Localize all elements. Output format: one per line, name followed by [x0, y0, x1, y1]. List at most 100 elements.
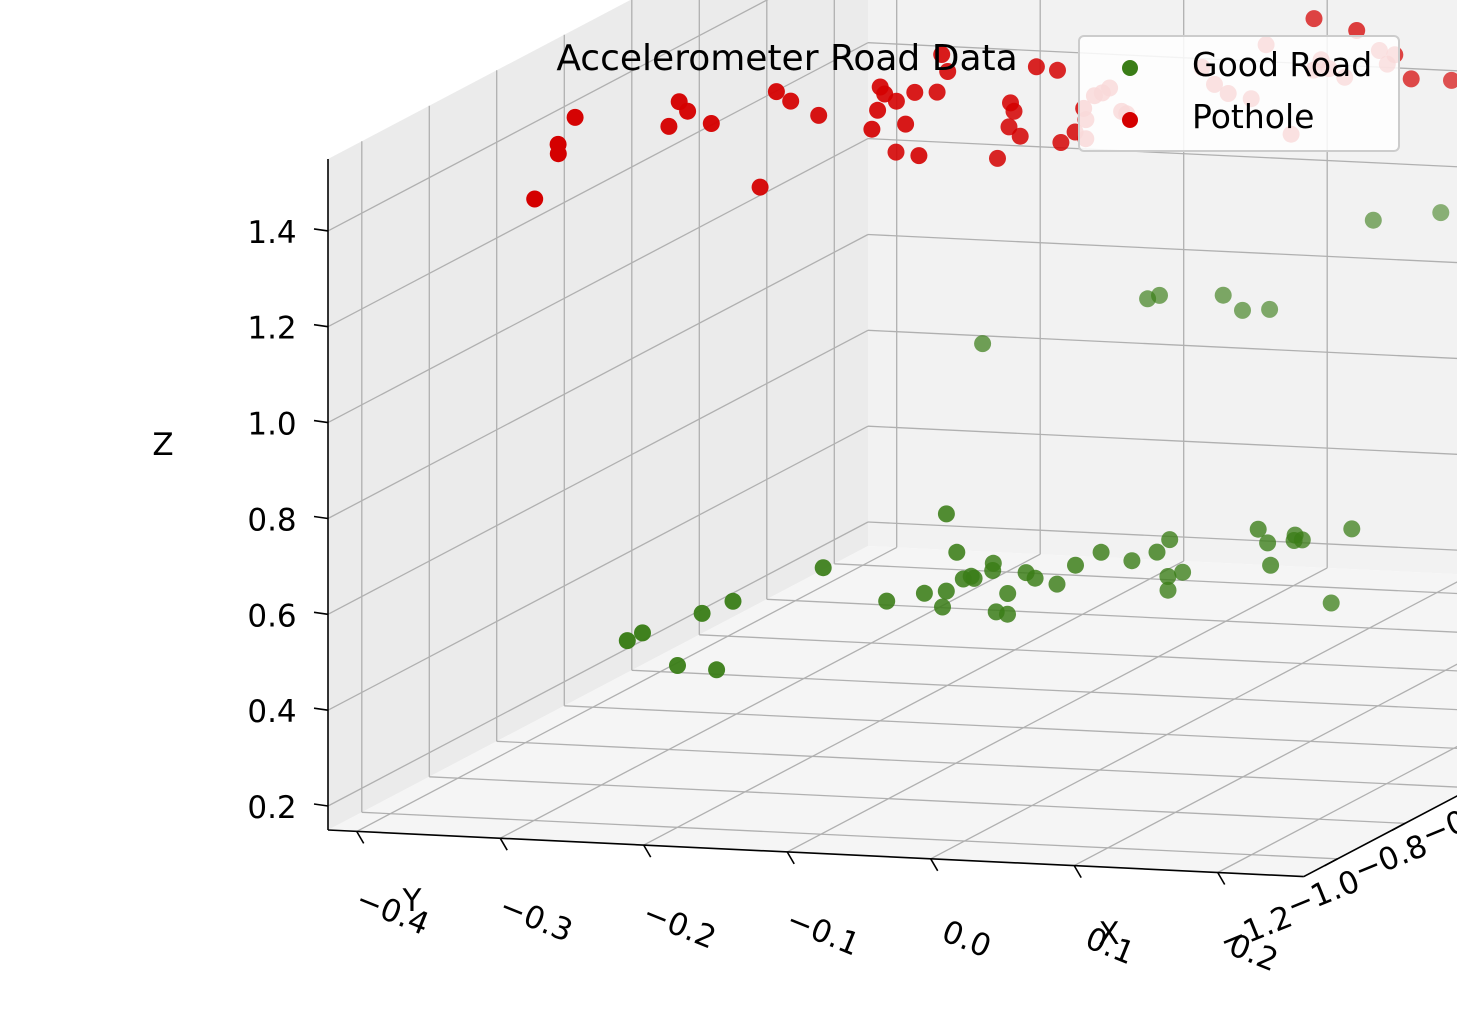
x-tick	[356, 830, 365, 844]
gridline-x-floor	[499, 553, 1041, 839]
point-pothole	[751, 178, 769, 196]
chart-title: Accelerometer Road Data	[556, 38, 1017, 79]
point-good-road	[1151, 286, 1168, 304]
gridline-y-floor	[766, 598, 1457, 633]
z-tick	[313, 323, 329, 328]
point-good-road	[1159, 568, 1177, 585]
point-good-road	[669, 657, 686, 674]
gridline-z-back	[867, 233, 1457, 264]
point-good-road	[634, 624, 651, 642]
point-pothole	[549, 135, 567, 153]
gridline-z-back	[867, 329, 1457, 360]
point-pothole	[566, 108, 584, 126]
point-pothole	[887, 143, 905, 161]
point-pothole	[1027, 58, 1045, 76]
point-good-road	[984, 554, 1002, 572]
point-good-road	[915, 584, 933, 602]
z-tick	[313, 228, 329, 232]
z-tick	[313, 419, 329, 424]
gridline-y-floor	[631, 669, 1457, 711]
point-pothole	[782, 92, 800, 110]
y-axis-label: Y	[402, 883, 422, 919]
point-good-road	[1214, 286, 1232, 304]
point-good-road	[1123, 552, 1141, 570]
point-pothole	[897, 115, 915, 133]
point-good-road	[999, 585, 1017, 602]
gridline-z-side	[327, 329, 869, 615]
point-pothole	[660, 117, 678, 135]
x-tick	[499, 837, 508, 851]
point-good-road	[1148, 543, 1166, 561]
point-pothole	[1348, 22, 1366, 39]
point-pothole	[526, 190, 544, 208]
gridline-z-back	[867, 137, 1457, 168]
point-good-road	[1262, 556, 1280, 574]
z-tick-label: 1.0	[247, 407, 296, 443]
point-pothole	[939, 63, 957, 80]
point-good-road	[1092, 543, 1110, 561]
point-good-road	[708, 661, 726, 679]
point-pothole	[767, 83, 785, 101]
z-axis-label: Z	[152, 427, 173, 463]
point-good-road	[934, 598, 951, 616]
y-tick	[1324, 858, 1338, 867]
point-good-road	[814, 559, 832, 577]
legend-label-good-road: Good Road	[1192, 45, 1372, 84]
x-axis-label: X	[1098, 916, 1119, 952]
gridline-x-floor	[1073, 663, 1457, 867]
point-pothole	[1000, 118, 1018, 136]
point-pothole	[989, 149, 1006, 167]
x-tick	[930, 858, 939, 872]
z-tick-label: 0.2	[247, 790, 296, 826]
gridline-y-floor	[361, 811, 1338, 860]
y-tick	[1391, 822, 1406, 832]
gridline-y-floor	[699, 634, 1457, 672]
gridline-x-floor	[786, 567, 1328, 853]
z-tick-label: 0.6	[247, 598, 296, 634]
point-good-road	[724, 592, 742, 610]
x-tick-label: −0.4	[351, 881, 434, 943]
point-pothole	[702, 115, 720, 132]
point-good-road	[618, 632, 636, 650]
point-good-road	[1343, 520, 1361, 538]
gridline-z-side	[327, 521, 869, 807]
x-tick	[643, 844, 652, 858]
point-pothole	[810, 106, 828, 124]
gridline-y-floor	[564, 705, 1457, 749]
point-pothole	[679, 102, 697, 120]
point-good-road	[1048, 575, 1066, 593]
x-tick-label: −0.2	[638, 895, 721, 957]
z-tick-label: 1.4	[247, 215, 296, 251]
point-pothole	[1005, 102, 1023, 120]
point-good-road	[1432, 204, 1450, 222]
gridline-x-floor	[643, 560, 1185, 846]
x-tick-label: 0.0	[937, 914, 996, 966]
gridline-z-side	[327, 425, 869, 711]
point-good-road	[1161, 531, 1179, 549]
gridline-z-side	[327, 0, 769, 232]
x-tick	[1073, 865, 1082, 879]
point-good-road	[1159, 581, 1177, 599]
point-pothole	[1052, 134, 1070, 151]
point-good-road	[937, 505, 955, 523]
point-good-road	[1174, 563, 1192, 581]
point-good-road	[1261, 300, 1279, 318]
point-pothole	[863, 120, 881, 138]
gridline-x-floor	[1217, 745, 1457, 874]
z-tick	[313, 707, 329, 711]
x-tick	[1217, 872, 1226, 885]
z-tick-label: 0.4	[247, 694, 296, 730]
pane-floor-xy	[328, 546, 1457, 877]
point-pothole	[910, 147, 928, 165]
legend: Good Road Pothole	[1078, 35, 1400, 152]
point-good-road	[1234, 301, 1251, 319]
legend-frame	[1078, 35, 1400, 152]
z-tick-label: 0.8	[247, 503, 296, 539]
point-good-road	[1249, 520, 1267, 538]
point-good-road	[1259, 534, 1277, 552]
point-good-road	[1067, 556, 1084, 574]
x-tick-label: −0.3	[494, 888, 577, 950]
point-good-road	[878, 592, 896, 610]
point-good-road	[948, 543, 966, 561]
